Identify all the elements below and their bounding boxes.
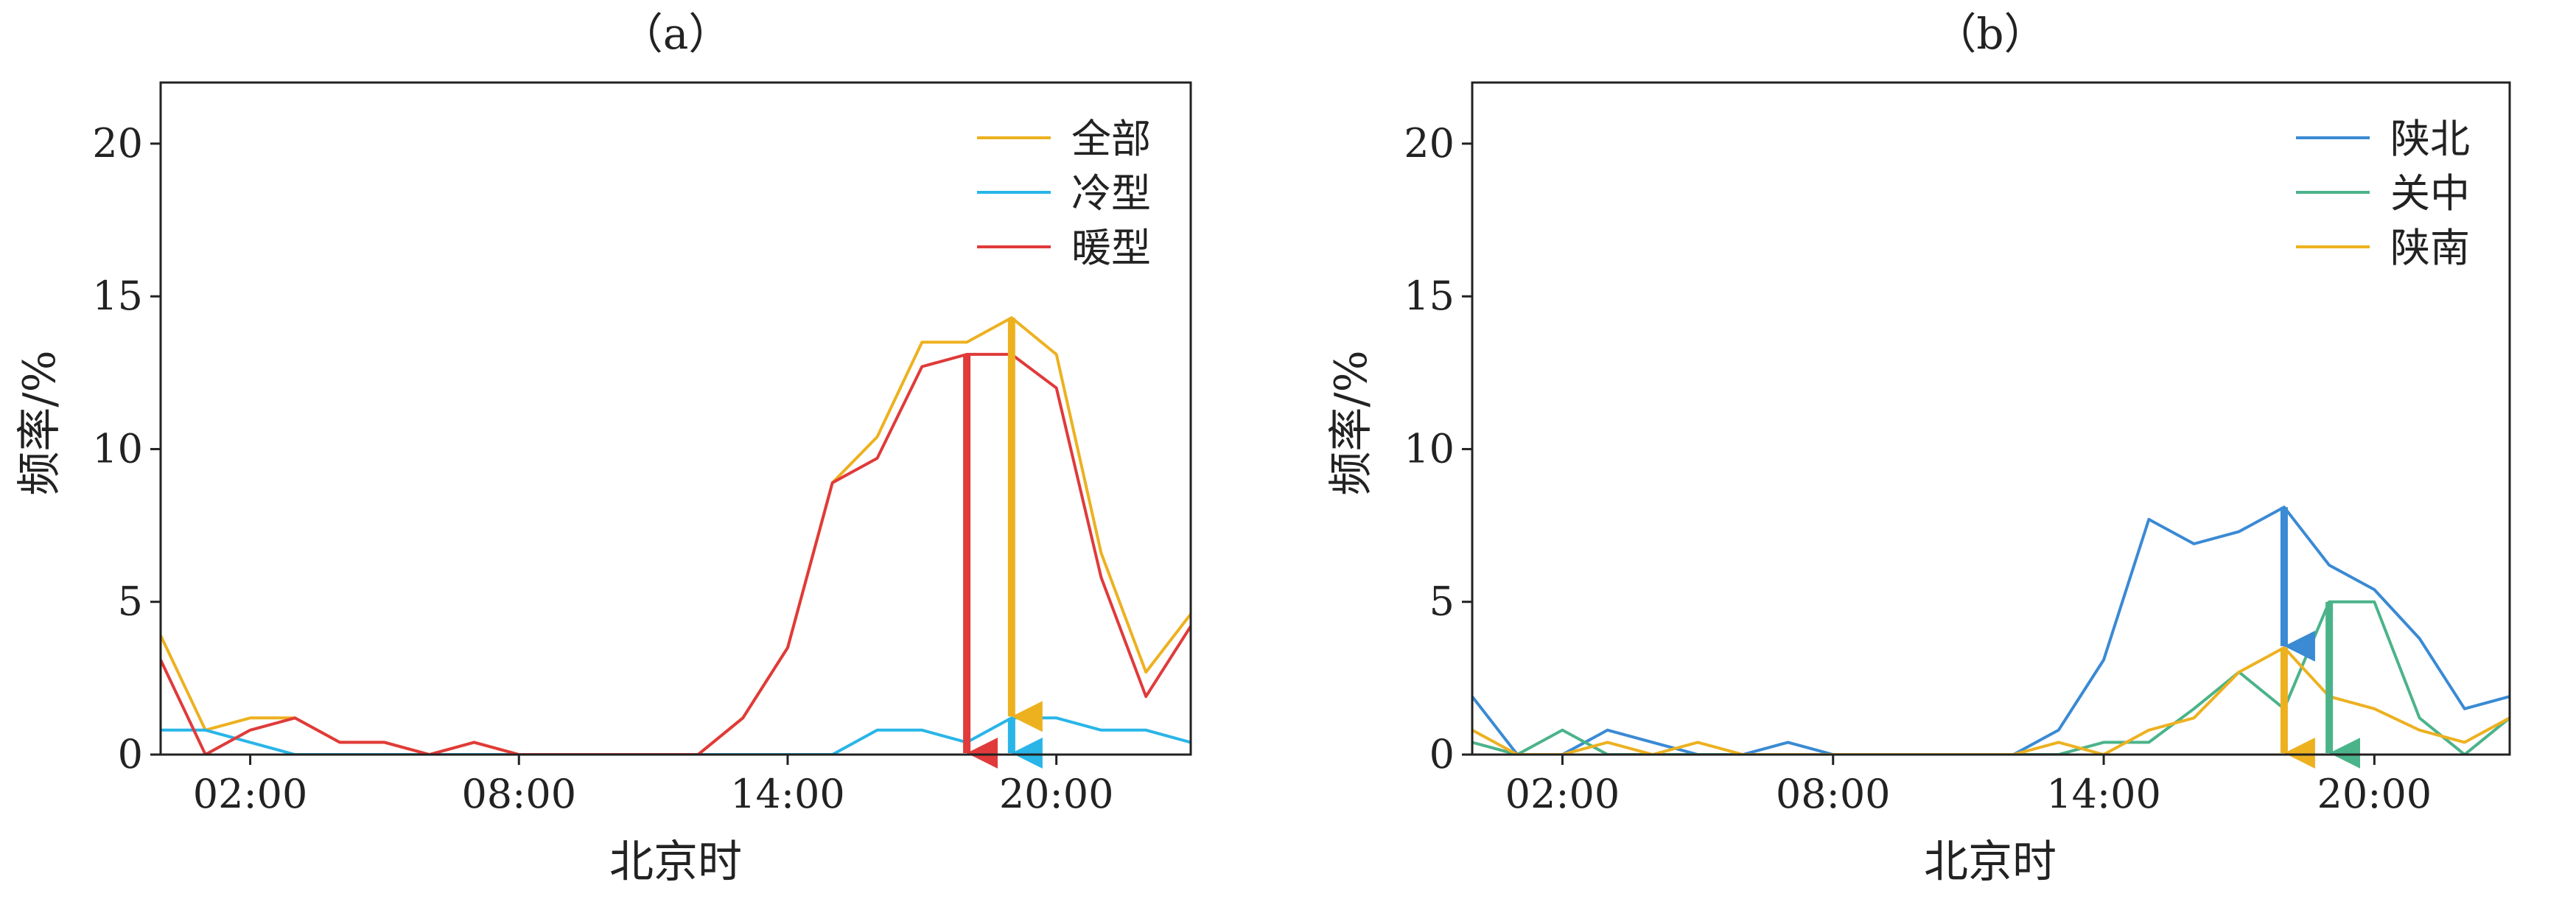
- x-tick-label: 14:00: [2046, 771, 2161, 817]
- x-ticks: 02:00 08:00 14:00 20:00: [1505, 755, 2432, 817]
- x-tick-label: 08:00: [461, 771, 576, 817]
- x-tick-label: 20:00: [999, 771, 1114, 817]
- plot-area: [161, 316, 1191, 755]
- series-line-3: [1472, 646, 2510, 755]
- x-tick-label: 08:00: [1776, 771, 1891, 817]
- y-ticks: 0 5 10 15 20: [92, 120, 161, 777]
- y-tick-label: 0: [118, 731, 143, 777]
- y-tick-label: 20: [92, 120, 143, 167]
- y-tick-label: 0: [1429, 731, 1455, 777]
- legend-label: 全部: [1071, 116, 1151, 162]
- y-tick-label: 20: [1404, 120, 1455, 167]
- x-tick-label: 02:00: [193, 771, 308, 817]
- peak-arrows: [963, 318, 1043, 769]
- panel-title: （b）: [1933, 9, 2046, 59]
- x-axis-title: 北京时: [1924, 836, 2057, 888]
- axes-frame: [1471, 81, 2511, 756]
- legend-label: 暖型: [1071, 225, 1151, 271]
- series-line-2: [1472, 600, 2510, 755]
- x-axis-title: 北京时: [609, 836, 742, 888]
- x-tick-label: 20:00: [2317, 771, 2432, 817]
- chart-panel-b: （b） 频率/% 北京时 0 5 10 15 20 02:00 08:00 14:00 20:…: [1326, 9, 2511, 888]
- series-line-1: [161, 316, 1191, 755]
- y-axis-title: 频率/%: [14, 350, 66, 495]
- peak-arrows: [2280, 507, 2361, 769]
- legend-label: 关中: [2390, 170, 2470, 217]
- y-tick-label: 15: [92, 273, 143, 319]
- chart-panel-a: （a） 频率/% 北京时 0 5 10 15 20 02:00 08:00 14:00 20:…: [14, 9, 1192, 888]
- x-ticks: 02:00 08:00 14:00 20:00: [193, 755, 1114, 817]
- plot-area: [1472, 506, 2510, 755]
- legend-label: 陕南: [2390, 225, 2470, 271]
- axes-frame: [159, 81, 1192, 756]
- y-axis-title: 频率/%: [1326, 350, 1377, 495]
- y-tick-label: 10: [1404, 425, 1455, 472]
- x-tick-label: 02:00: [1505, 771, 1620, 817]
- series-line-2: [161, 716, 1191, 755]
- y-tick-label: 5: [118, 578, 143, 625]
- legend-label: 陕北: [2390, 116, 2470, 162]
- y-tick-label: 10: [92, 425, 143, 472]
- y-tick-label: 5: [1429, 578, 1455, 625]
- y-tick-label: 15: [1404, 273, 1455, 319]
- panel-title: （a）: [620, 9, 732, 59]
- legend-label: 冷型: [1071, 170, 1151, 217]
- y-ticks: 0 5 10 15 20: [1404, 120, 1472, 777]
- x-tick-label: 14:00: [730, 771, 845, 817]
- series-line-1: [1472, 506, 2510, 755]
- series-line-3: [161, 352, 1191, 755]
